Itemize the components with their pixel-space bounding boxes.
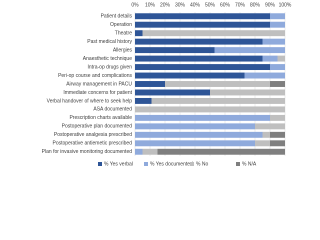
bar-segment: [244, 72, 285, 79]
legend-swatch: [236, 162, 240, 166]
x-tick-label: 40%: [190, 2, 201, 8]
bar-segment: [135, 140, 255, 147]
y-tick-label: Airway management in PACU: [66, 81, 132, 87]
bar-segment: [135, 13, 270, 20]
x-tick-label: 30%: [175, 2, 186, 8]
legend-label: % Yes verbal: [104, 161, 133, 167]
y-tick-label: Theatre: [115, 31, 132, 37]
legend-label: % Yes documented: [150, 161, 193, 167]
x-tick-label: 0%: [131, 2, 139, 8]
legend-swatch: [190, 162, 194, 166]
bar-segment: [165, 81, 270, 87]
bar-segment: [135, 47, 215, 54]
x-tick-label: 10%: [145, 2, 156, 8]
y-tick-label: Patient details: [101, 14, 133, 20]
x-tick-label: 60%: [220, 2, 231, 8]
bar-segment: [135, 123, 255, 130]
bar-segment: [270, 114, 285, 121]
bar-segment: [255, 123, 285, 130]
bar-segment: [135, 55, 263, 62]
bar-segment: [262, 38, 285, 45]
bar-segment: [135, 64, 270, 71]
bar-segment: [270, 21, 285, 28]
legend-swatch: [98, 162, 102, 166]
y-tick-label: Past medical history: [87, 39, 132, 45]
bar-segment: [135, 114, 270, 121]
y-tick-label: Verbal handover of where to seek help: [47, 98, 133, 104]
x-tick-label: 70%: [235, 2, 246, 8]
bar-segment: [157, 148, 285, 155]
bar-segment: [135, 106, 285, 113]
y-tick-label: Plan for invasive monitoring documented: [42, 149, 133, 155]
legend-label: % N/A: [242, 161, 257, 167]
y-tick-label: Peri-op course and complications: [58, 73, 132, 79]
y-tick-label: Postoperative analgesia prescribed: [54, 132, 132, 138]
legend-swatch: [144, 162, 148, 166]
y-tick-label: Immediate concerns for patient: [63, 90, 132, 96]
bar-segment: [135, 89, 210, 96]
y-tick-label: Intra-op drugs given: [88, 64, 133, 70]
bar-segment: [270, 131, 285, 138]
bar-segment: [262, 131, 270, 138]
y-tick-label: Postoperative plan documented: [62, 124, 133, 130]
y-tick-label: Allergies: [113, 47, 133, 53]
x-tick-label: 100%: [279, 2, 292, 8]
y-tick-label: Postoperative antiemetic prescribed: [53, 141, 133, 147]
bar-segment: [151, 97, 285, 104]
bar-segment: [135, 30, 143, 37]
bar-segment: [210, 89, 285, 96]
page: {"chart_data": {"type": "stacked-barh", …: [41, 2, 292, 168]
bar-segment: [270, 81, 285, 87]
y-tick-label: Operation: [110, 22, 132, 28]
y-tick-label: Prescription charts available: [69, 115, 132, 121]
bar-segment: [255, 140, 270, 147]
bar-segment: [262, 55, 278, 62]
x-tick-label: 50%: [205, 2, 216, 8]
bar-segment: [214, 47, 285, 54]
bar-segment: [135, 131, 263, 138]
bar-segment: [270, 13, 285, 20]
x-tick-label: 80%: [250, 2, 261, 8]
x-tick-label: 20%: [160, 2, 171, 8]
bar-segment: [135, 38, 263, 45]
y-tick-label: ASA documented: [93, 107, 132, 113]
x-tick-label: 90%: [265, 2, 276, 8]
y-tick-label: Anaesthetic technique: [83, 56, 132, 62]
chart: 0% 10% 20% 30% 40% 50% 60% 70% 80% 90% 100% Patient…: [42, 2, 292, 167]
bar-segment: [270, 140, 285, 147]
bar-segment: [277, 55, 285, 62]
legend-label: % No: [196, 161, 208, 167]
bar-segment: [142, 148, 158, 155]
bar-segment: [135, 97, 152, 104]
bar-segment: [135, 148, 143, 155]
bar-segment: [270, 64, 285, 71]
bar-segment: [135, 81, 165, 87]
bar-segment: [142, 30, 285, 37]
bar-segment: [135, 21, 270, 28]
bar-segment: [135, 72, 245, 79]
